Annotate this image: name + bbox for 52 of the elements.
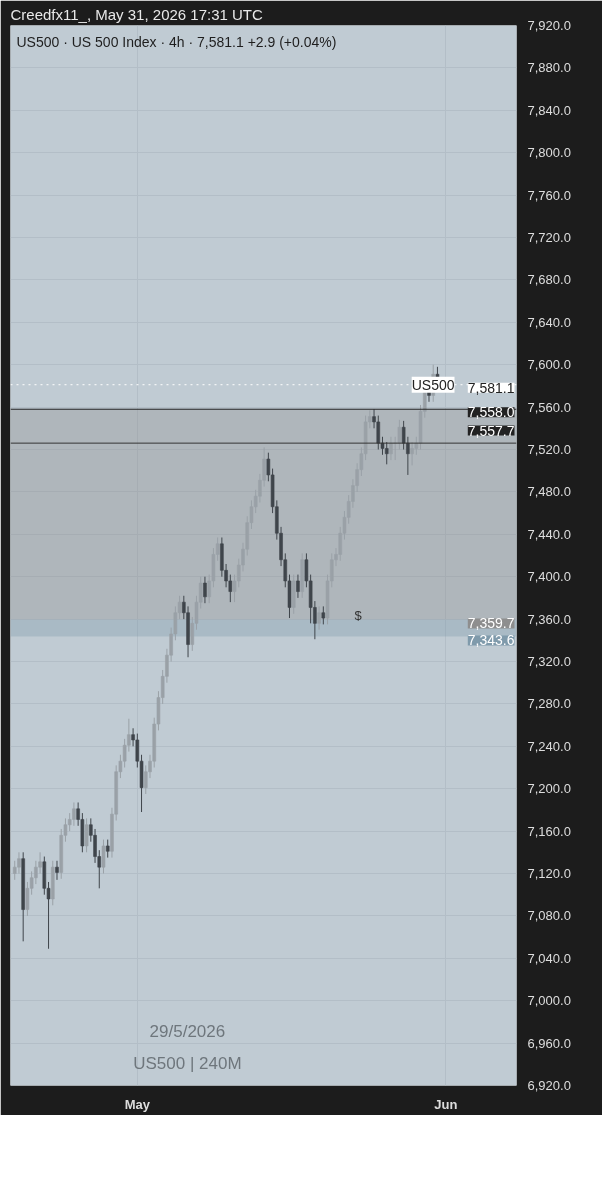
candlestick <box>410 441 414 466</box>
y-tick-label: 6,920.0 <box>527 1078 571 1093</box>
text: US500 · US 500 Index · 4h · 7,581.1 +2.9 (+0.04%) <box>16 33 337 50</box>
annotation: US500 <box>411 376 455 393</box>
y-tick-label: 7,880.0 <box>527 60 571 76</box>
y-tick-label: 7,520.0 <box>527 442 571 457</box>
y-tick-label: 7,160.0 <box>527 823 571 839</box>
text: Creedfx11_, May 31, 2026 17:31 UTC <box>10 5 264 23</box>
annotation: 7,557.7 <box>467 422 515 439</box>
candlestick <box>101 839 106 874</box>
candlestick <box>317 605 321 631</box>
candlestick <box>321 605 326 625</box>
candlestick <box>203 576 207 604</box>
y-tick-label: 7,560.0 <box>527 399 571 415</box>
y-tick-label: 7,480.0 <box>527 484 571 500</box>
ref-line-label: 7,581.1 <box>467 379 515 396</box>
candlestick <box>55 860 59 881</box>
y-tick-label: 7,440.0 <box>527 526 571 542</box>
y-tick-label: 7,640.0 <box>527 314 571 330</box>
candlestick <box>105 839 110 859</box>
x-tick-label: Jun <box>434 1096 458 1112</box>
y-tick-label: 7,280.0 <box>527 696 571 712</box>
y-tick-label: 7,400.0 <box>527 569 571 585</box>
candlestick <box>84 817 89 853</box>
y-tick-label: 7,840.0 <box>527 102 571 118</box>
candlestick <box>296 574 300 599</box>
y-tick-label: 7,200.0 <box>527 781 571 797</box>
y-tick-label: 7,000.0 <box>527 993 571 1009</box>
y-tick-label: 7,800.0 <box>527 145 571 161</box>
band-label: 7,343.6 <box>467 632 515 649</box>
candlestick <box>72 801 76 827</box>
band-label: 7,359.7 <box>467 615 515 632</box>
y-tick-label: 7,720.0 <box>527 230 571 245</box>
y-tick-label: 7,240.0 <box>527 738 571 754</box>
y-tick-label: 7,680.0 <box>527 272 571 288</box>
candlestick <box>384 441 389 465</box>
annotation: 29/5/2026 <box>149 1021 226 1041</box>
y-tick-label: 7,360.0 <box>527 611 571 627</box>
y-tick-label: 7,760.0 <box>527 187 571 203</box>
annotation: US500 | 240M <box>133 1053 242 1073</box>
y-tick-label: 7,920.0 <box>527 18 571 33</box>
y-tick-label: 7,320.0 <box>527 654 571 669</box>
y-tick-label: 7,040.0 <box>527 950 571 966</box>
annotation: $ <box>354 608 363 624</box>
y-tick-label: 7,120.0 <box>527 866 571 881</box>
ref-line-label: 7,558.0 <box>467 404 515 421</box>
y-tick-label: 7,600.0 <box>527 357 571 373</box>
y-tick-label: 6,960.0 <box>527 1035 571 1051</box>
y-tick-label: 7,080.0 <box>527 908 571 924</box>
candlestick <box>17 851 21 874</box>
x-tick-label: May <box>124 1096 151 1112</box>
candlestick <box>93 828 97 864</box>
